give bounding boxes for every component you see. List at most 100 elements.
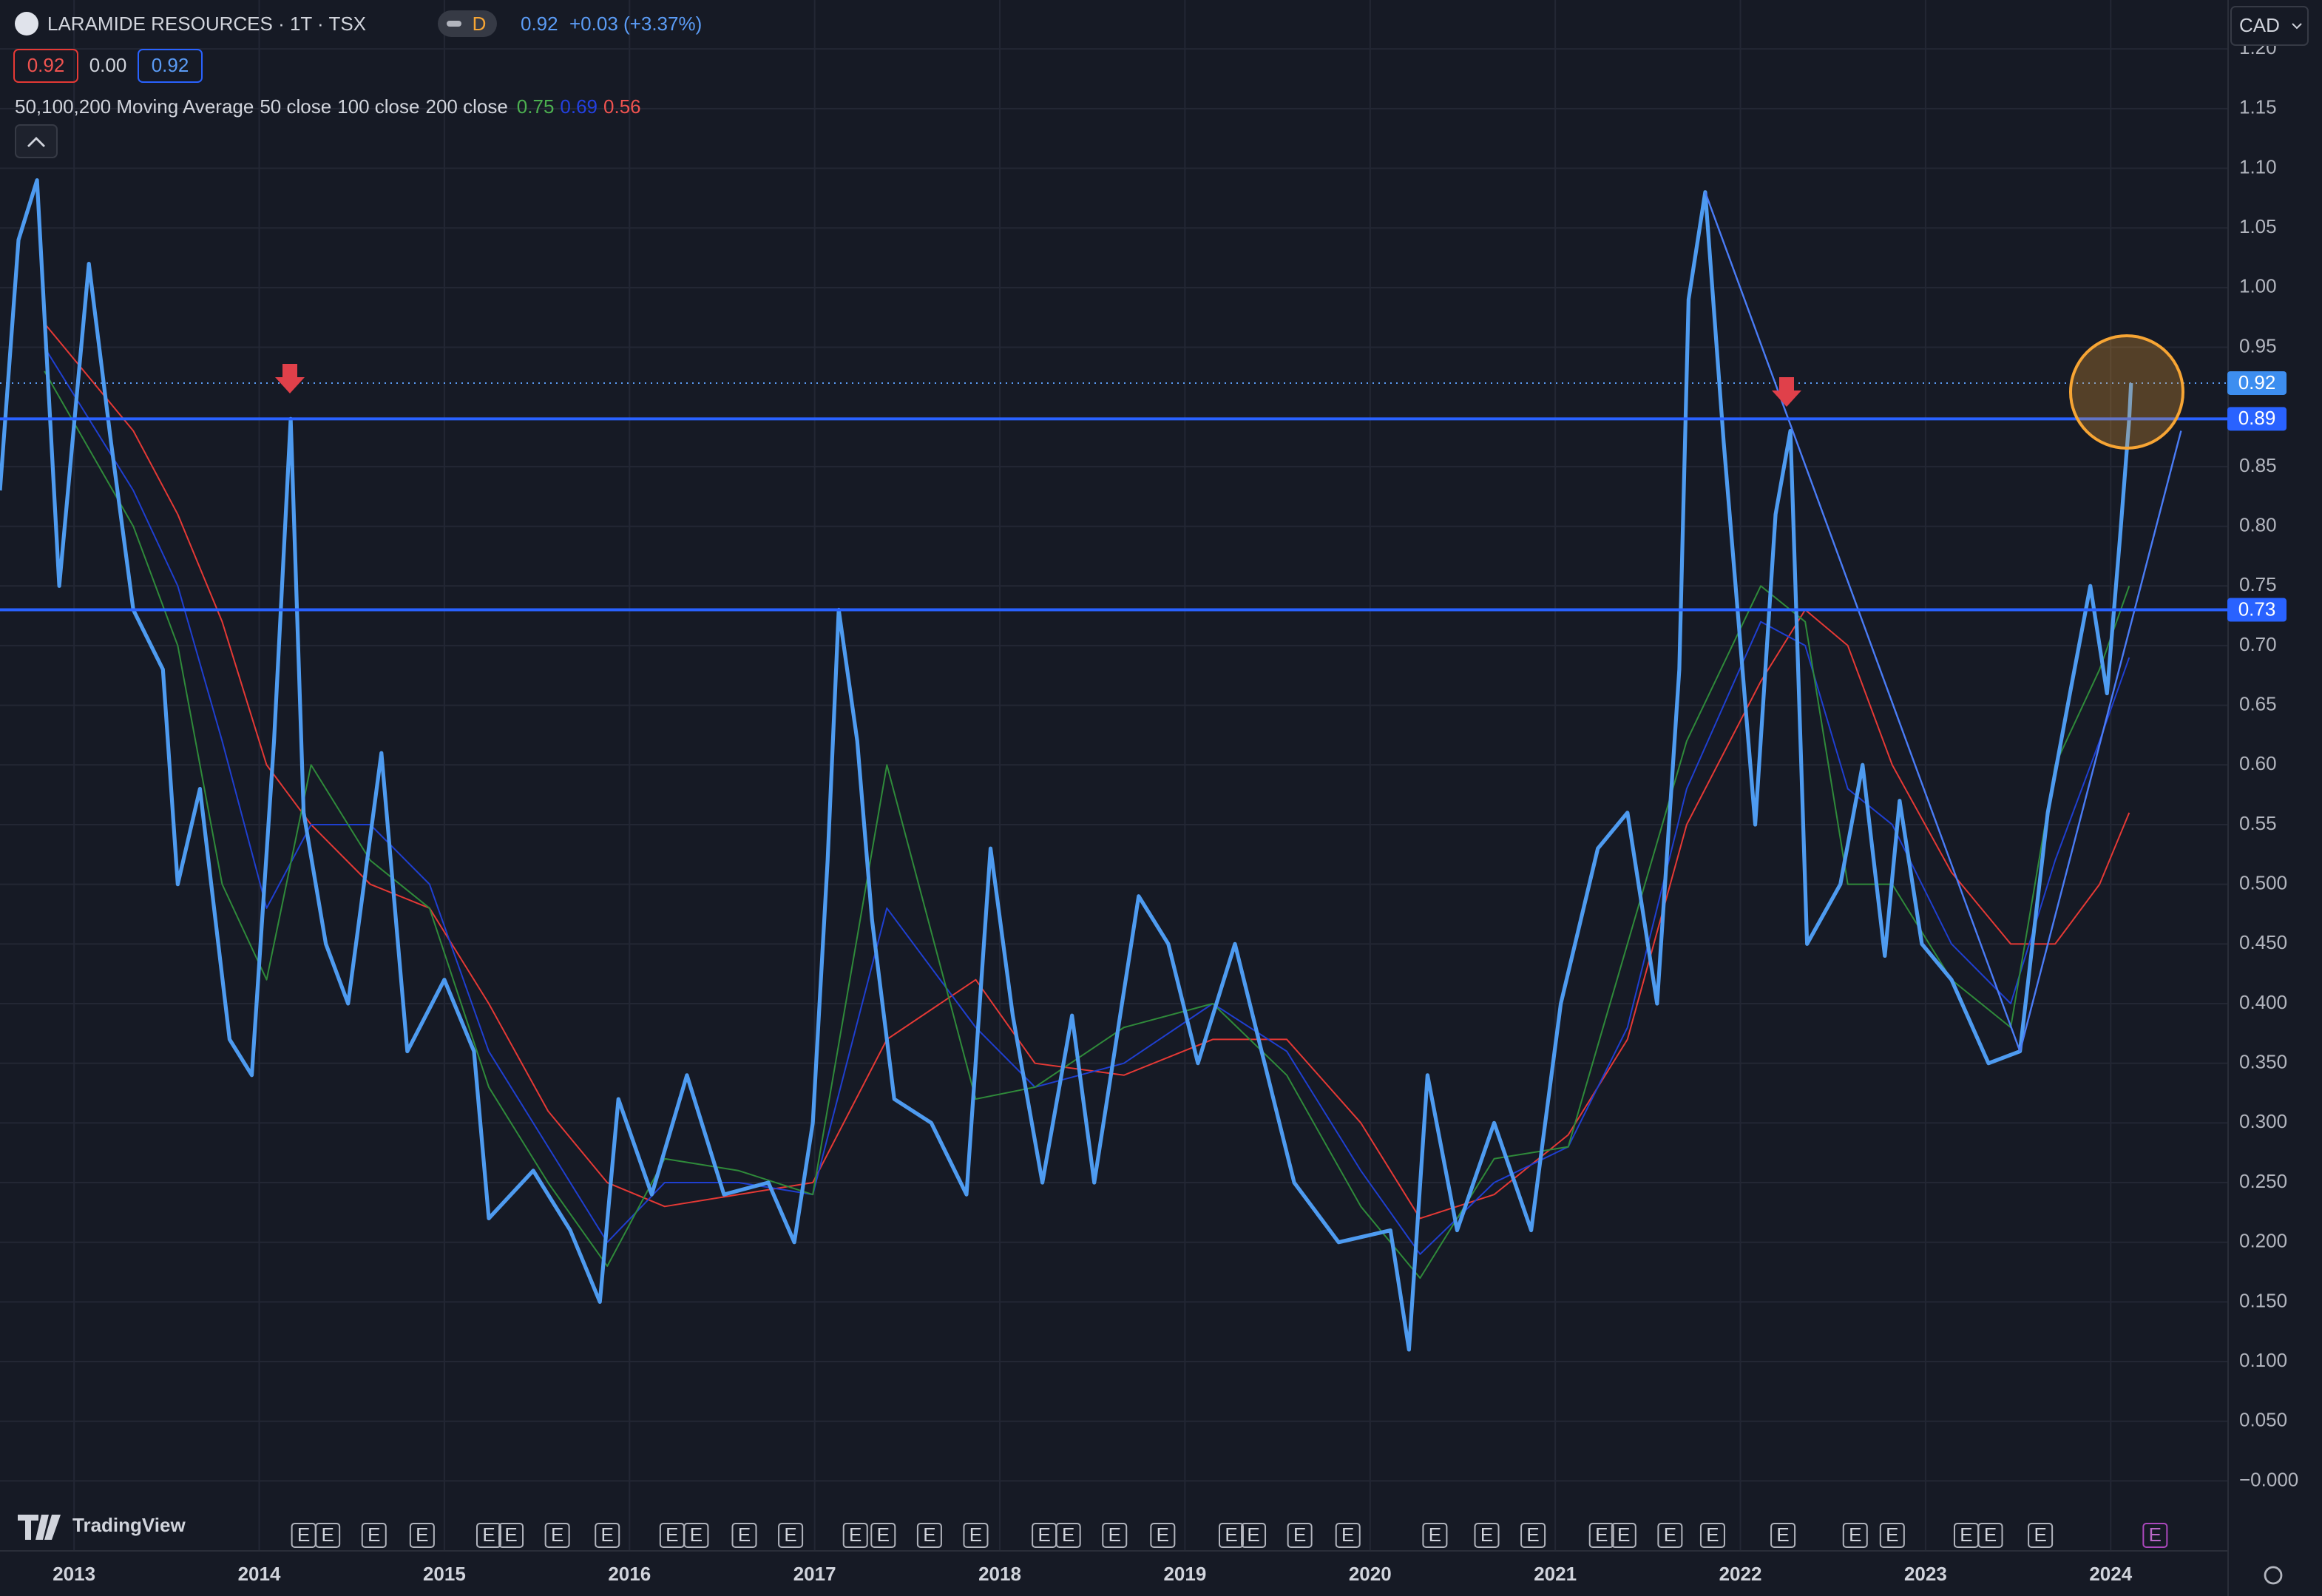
arrow-marker: [275, 364, 305, 393]
legend-entry: 100 close: [337, 95, 419, 118]
currency: CAD: [2239, 14, 2280, 36]
earnings-badge: [1055, 1523, 1081, 1548]
earnings-label: E: [551, 1524, 563, 1546]
earnings-label: E: [297, 1524, 310, 1546]
interval-toggle[interactable]: [438, 10, 497, 37]
earnings-badge: [1287, 1523, 1313, 1548]
earnings-label: E: [1062, 1524, 1074, 1546]
earnings-badge: [963, 1523, 989, 1548]
x-tick-label: 2024: [2089, 1563, 2132, 1585]
indicator-title: 50,100,200 Moving Average: [15, 95, 254, 118]
earnings-label: E: [1617, 1524, 1630, 1546]
earnings-badge: [1699, 1523, 1725, 1548]
y-tick-label: 0.500: [2239, 872, 2287, 894]
earnings-badge: [544, 1523, 570, 1548]
interval-badge: D: [473, 13, 487, 35]
y-tick-label: 0.75: [2239, 573, 2277, 595]
earnings-badge: [916, 1523, 942, 1548]
settings-icon[interactable]: [2264, 1566, 2283, 1585]
y-tick-label: 0.150: [2239, 1289, 2287, 1311]
legend-value: 0.56: [603, 95, 641, 118]
x-axis-band: [0, 1550, 2322, 1596]
earnings-badge: [1102, 1523, 1128, 1548]
box-blue: [138, 49, 203, 83]
earnings-label: E: [666, 1524, 678, 1546]
y-tick-label: 1.15: [2239, 96, 2277, 118]
earnings-badge: [731, 1523, 757, 1548]
highlight-circle: [2069, 334, 2184, 450]
earnings-label: E: [1776, 1524, 1789, 1546]
earnings-badge: [1770, 1523, 1796, 1548]
earnings-badge: [2142, 1523, 2168, 1548]
earnings-label: E: [1225, 1524, 1237, 1546]
y-tick-label: 0.95: [2239, 334, 2277, 356]
brand-logo: [18, 1515, 61, 1540]
earnings-badge: [1474, 1523, 1500, 1548]
earnings-badge: [1422, 1523, 1448, 1548]
y-tick-label: 0.450: [2239, 931, 2287, 953]
earnings-badge: [409, 1523, 435, 1548]
earnings-label: E: [690, 1524, 703, 1546]
earnings-label: E: [1984, 1524, 1997, 1546]
earnings-badge: [1879, 1523, 1905, 1548]
chevron-icon: [27, 137, 45, 147]
earnings-badge: [498, 1523, 524, 1548]
trendline: [2019, 430, 2182, 1052]
collapse-button[interactable]: [15, 124, 58, 158]
earnings-badge: [1241, 1523, 1267, 1548]
indicator-legend: 50,100,200 Moving Average 50 close 100 clo…: [15, 95, 641, 118]
earnings-label: E: [1247, 1524, 1259, 1546]
earnings-label: E: [1706, 1524, 1719, 1546]
earnings-label: E: [849, 1524, 862, 1546]
price-label-box: [2227, 371, 2287, 395]
earnings-badge: [475, 1523, 501, 1548]
y-tick-label: 0.400: [2239, 991, 2287, 1013]
earnings-label: E: [482, 1524, 495, 1546]
earnings-label: E: [1108, 1524, 1121, 1546]
earnings-label: E: [1526, 1524, 1539, 1546]
earnings-label: E: [1595, 1524, 1608, 1546]
earnings-badge: [842, 1523, 868, 1548]
brand: TradingView: [72, 1514, 186, 1536]
earnings-badge: [778, 1523, 804, 1548]
price-label-box: [2227, 407, 2287, 431]
x-tick-label: 2017: [793, 1563, 836, 1585]
y-tick-label: 0.050: [2239, 1409, 2287, 1431]
y-tick-label: 0.55: [2239, 812, 2277, 834]
y-tick-label: 0.60: [2239, 752, 2277, 774]
y-tick-label: 1.10: [2239, 155, 2277, 177]
earnings-badge: [1520, 1523, 1546, 1548]
x-tick-label: 2022: [1719, 1563, 1762, 1585]
moving-average-line: [44, 322, 2130, 1220]
y-tick-label: 0.70: [2239, 633, 2277, 655]
earnings-badge: [1977, 1523, 2003, 1548]
y-tick-label: 1.05: [2239, 215, 2277, 237]
symbol-icon: [15, 12, 38, 35]
earnings-label: E: [504, 1524, 517, 1546]
earnings-label: E: [877, 1524, 890, 1546]
earnings-label: E: [368, 1524, 380, 1546]
earnings-label: E: [2149, 1524, 2162, 1546]
earnings-badge: [1842, 1523, 1868, 1548]
x-tick-label: 2020: [1349, 1563, 1392, 1585]
earnings-badge: [361, 1523, 387, 1548]
earnings-badge: [595, 1523, 620, 1548]
currency-button[interactable]: [2230, 6, 2309, 46]
toggle-dot: [447, 21, 461, 27]
earnings-label: E: [1849, 1524, 1861, 1546]
x-tick-label: 2019: [1163, 1563, 1206, 1585]
earnings-label: E: [738, 1524, 751, 1546]
earnings-label: E: [321, 1524, 334, 1546]
earnings-label: E: [1960, 1524, 1972, 1546]
earnings-label: E: [1664, 1524, 1676, 1546]
earnings-badge: [1657, 1523, 1683, 1548]
arrow-marker: [1772, 377, 1801, 407]
ohlc-value: 0.00: [89, 54, 127, 76]
earnings-label: E: [1341, 1524, 1354, 1546]
overlay: LARAMIDE RESOURCES · 1T · TSX D 0.92 +0.…: [13, 6, 2309, 1585]
earnings-label: E: [923, 1524, 935, 1546]
earnings-badge: [1335, 1523, 1361, 1548]
